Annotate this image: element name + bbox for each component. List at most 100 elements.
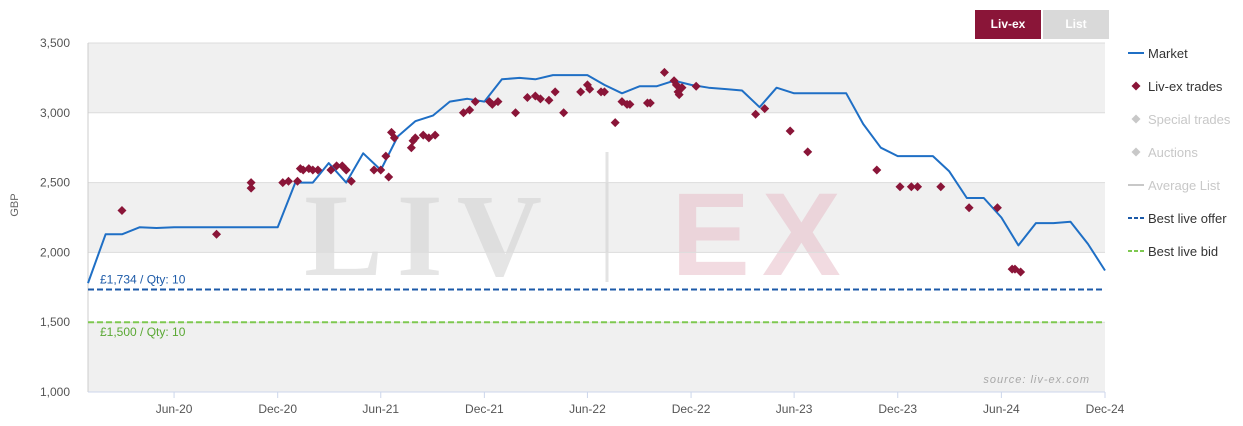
legend-label: Best live offer <box>1148 211 1227 226</box>
list-toggle-button[interactable]: List <box>1043 10 1109 39</box>
y-tick-label: 2,500 <box>40 176 70 190</box>
trade-point <box>493 97 503 107</box>
trade-point <box>803 147 813 157</box>
trade-point <box>964 203 974 213</box>
trade-point <box>293 176 303 186</box>
y-tick-label: 1,500 <box>40 315 70 329</box>
x-tick-label: Jun-20 <box>156 402 193 416</box>
plot-band <box>88 322 1105 392</box>
trade-point <box>389 133 399 143</box>
trade-point <box>992 203 1002 213</box>
trade-point <box>246 183 256 193</box>
trade-point <box>691 81 701 91</box>
trade-point <box>906 182 916 192</box>
trade-point <box>424 133 434 143</box>
trade-point <box>465 105 475 115</box>
trade-point <box>376 165 386 175</box>
trade-point <box>872 165 882 175</box>
trade-point <box>458 108 468 118</box>
legend-diamond-icon <box>1131 114 1141 124</box>
y-tick-label: 3,000 <box>40 106 70 120</box>
x-tick-label: Jun-24 <box>983 402 1020 416</box>
legend-label: Average List <box>1148 178 1220 193</box>
legend-item[interactable]: Auctions <box>1131 145 1199 160</box>
trade-point <box>576 87 586 97</box>
watermark-left-text: LIV <box>304 170 556 301</box>
trade-point <box>585 84 595 94</box>
legend-label: Liv-ex trades <box>1148 79 1223 94</box>
trade-point <box>332 161 342 171</box>
legend-item[interactable]: Average List <box>1128 178 1220 193</box>
trade-point <box>470 97 480 107</box>
legend-item[interactable]: Market <box>1128 46 1188 61</box>
trade-point <box>308 165 318 175</box>
trade-point <box>659 67 669 77</box>
trade-point <box>625 99 635 109</box>
legend-label: Auctions <box>1148 145 1198 160</box>
legend-item[interactable]: Special trades <box>1131 112 1231 127</box>
x-tick-label: Dec-24 <box>1086 402 1125 416</box>
trade-point <box>674 90 684 100</box>
trade-point <box>1016 267 1026 277</box>
trade-point <box>913 182 923 192</box>
x-tick-label: Jun-21 <box>362 402 399 416</box>
livex-toggle-button[interactable]: Liv-ex <box>975 10 1041 39</box>
trade-point <box>610 118 620 128</box>
y-tick-label: 3,500 <box>40 36 70 50</box>
trade-point <box>283 176 293 186</box>
x-tick-label: Dec-21 <box>465 402 504 416</box>
trade-point <box>381 151 391 161</box>
best-live-bid-label: £1,500 / Qty: 10 <box>100 325 186 339</box>
y-tick-label: 2,000 <box>40 245 70 259</box>
legend-label: Best live bid <box>1148 244 1218 259</box>
trade-point <box>511 108 521 118</box>
trade-point <box>326 165 336 175</box>
legend-item[interactable]: Liv-ex trades <box>1131 79 1223 94</box>
trade-point <box>895 182 905 192</box>
legend-label: Special trades <box>1148 112 1231 127</box>
trade-point <box>550 87 560 97</box>
trade-point <box>936 182 946 192</box>
y-axis-label: GBP <box>9 193 21 216</box>
legend-item[interactable]: Best live offer <box>1128 211 1227 226</box>
market-line <box>87 74 1106 284</box>
x-tick-label: Jun-23 <box>776 402 813 416</box>
watermark-right-text: EX <box>671 169 852 301</box>
legend-diamond-icon <box>1131 147 1141 157</box>
trade-point <box>535 94 545 104</box>
trade-point <box>430 130 440 140</box>
x-tick-label: Jun-22 <box>569 402 606 416</box>
trade-point <box>785 126 795 136</box>
trade-point <box>369 165 379 175</box>
trade-point <box>384 172 394 182</box>
legend-item[interactable]: Best live bid <box>1128 244 1218 259</box>
trade-point <box>341 165 351 175</box>
trade-point <box>751 109 761 119</box>
trade-point <box>599 87 609 97</box>
y-tick-label: 1,000 <box>40 385 70 399</box>
legend-label: Market <box>1148 46 1188 61</box>
trade-point <box>246 178 256 188</box>
trade-point <box>117 206 127 216</box>
plot-band <box>88 182 1105 253</box>
x-tick-label: Dec-23 <box>878 402 917 416</box>
trade-point <box>313 165 323 175</box>
trade-point <box>410 133 420 143</box>
trade-point <box>645 98 655 108</box>
trade-point <box>677 83 687 93</box>
chart-legend: Market Liv-ex trades Special trades Auction… <box>1128 46 1231 259</box>
x-tick-label: Dec-22 <box>672 402 711 416</box>
trade-point <box>406 143 416 153</box>
plot-band <box>88 43 1105 113</box>
x-tick-label: Dec-20 <box>258 402 297 416</box>
best-live-offer-label: £1,734 / Qty: 10 <box>100 273 186 287</box>
trade-point <box>346 176 356 186</box>
livex-watermark: LIV EX <box>304 152 852 301</box>
trade-point <box>522 92 532 102</box>
trade-point <box>760 104 770 114</box>
source-note: source: liv-ex.com <box>983 374 1090 386</box>
legend-diamond-icon <box>1131 81 1141 91</box>
trade-point <box>544 95 554 105</box>
trade-point <box>212 229 222 239</box>
